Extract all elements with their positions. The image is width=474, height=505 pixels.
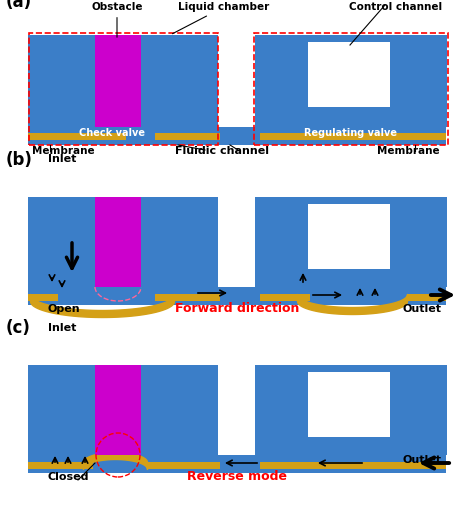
Text: Forward direction: Forward direction [175, 302, 299, 315]
Bar [255, 365, 447, 455]
Bar [28, 455, 446, 473]
Bar [155, 133, 220, 140]
Bar [95, 365, 141, 455]
Bar [28, 462, 93, 469]
Bar [308, 42, 390, 107]
Bar [255, 197, 447, 287]
Bar [408, 294, 446, 301]
Text: Check valve: Check valve [79, 128, 145, 138]
Bar [95, 35, 141, 127]
Text: Obstacle: Obstacle [91, 2, 143, 37]
Text: Outlet: Outlet [403, 304, 442, 314]
Text: Closed: Closed [48, 472, 90, 482]
Text: Reverse mode: Reverse mode [187, 470, 287, 483]
Bar [260, 133, 446, 140]
Bar [254, 33, 448, 145]
Bar [28, 294, 58, 301]
Bar [308, 204, 390, 269]
Bar [155, 294, 220, 301]
Text: Liquid chamber: Liquid chamber [173, 2, 270, 34]
Text: (a): (a) [6, 0, 32, 11]
Text: Outlet: Outlet [403, 455, 442, 465]
Text: Control channel: Control channel [349, 2, 443, 12]
Bar [148, 462, 220, 469]
Text: Inlet: Inlet [48, 323, 76, 333]
Bar [29, 33, 218, 145]
Text: Membrane: Membrane [32, 146, 94, 156]
Bar [28, 197, 218, 287]
Bar [28, 35, 218, 127]
Text: Inlet: Inlet [48, 154, 76, 164]
Text: Regulating valve: Regulating valve [304, 128, 398, 138]
Bar [28, 133, 126, 140]
Bar [260, 462, 446, 469]
Text: (b): (b) [6, 151, 33, 169]
Bar [95, 197, 141, 287]
Bar [28, 287, 446, 305]
Bar [255, 35, 447, 127]
Text: Open: Open [48, 304, 81, 314]
Bar [28, 365, 218, 455]
Bar [260, 294, 310, 301]
Text: (c): (c) [6, 319, 31, 337]
Text: Fluidic channel: Fluidic channel [175, 146, 269, 156]
Bar [308, 372, 390, 437]
Text: Membrane: Membrane [377, 146, 439, 156]
Bar [28, 127, 446, 145]
